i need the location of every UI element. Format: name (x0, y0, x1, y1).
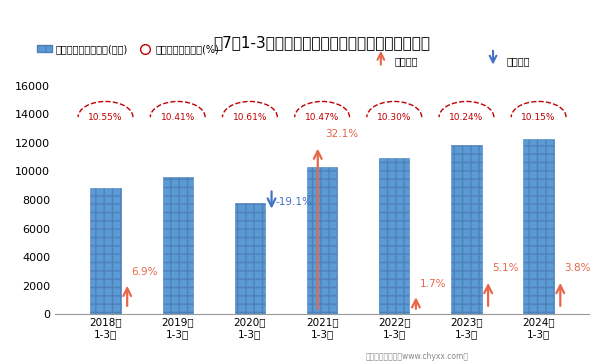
Text: 10.55%: 10.55% (88, 113, 123, 122)
Bar (90, 188, 121, 314)
Text: 10.61%: 10.61% (233, 113, 267, 122)
Bar (234, 203, 265, 314)
Text: 32.1%: 32.1% (325, 129, 358, 139)
Text: 6.9%: 6.9% (132, 267, 158, 277)
Title: 近7年1-3月广东省累计社会消费品零售总额统计图: 近7年1-3月广东省累计社会消费品零售总额统计图 (214, 35, 431, 50)
Legend: 社会消费品零售总额(亿元), 广东省占全国比重(%): 社会消费品零售总额(亿元), 广东省占全国比重(%) (33, 40, 224, 58)
Bar (451, 145, 482, 314)
Text: -19.1%: -19.1% (276, 197, 313, 207)
Text: 制图：智研咨询（www.chyxx.com）: 制图：智研咨询（www.chyxx.com） (365, 352, 468, 361)
Text: 5.1%: 5.1% (493, 263, 519, 273)
Text: 同比减少: 同比减少 (507, 56, 530, 66)
Text: 10.24%: 10.24% (449, 113, 484, 122)
Text: 10.15%: 10.15% (521, 113, 556, 122)
Text: 1.7%: 1.7% (420, 279, 447, 289)
Text: 10.47%: 10.47% (305, 113, 339, 122)
Bar (163, 177, 193, 314)
Text: 10.30%: 10.30% (377, 113, 412, 122)
Text: 同比增加: 同比增加 (394, 56, 418, 66)
Bar (379, 158, 409, 314)
Text: 10.41%: 10.41% (161, 113, 195, 122)
Bar (307, 167, 337, 314)
Bar (524, 139, 554, 314)
Text: 3.8%: 3.8% (565, 263, 591, 273)
